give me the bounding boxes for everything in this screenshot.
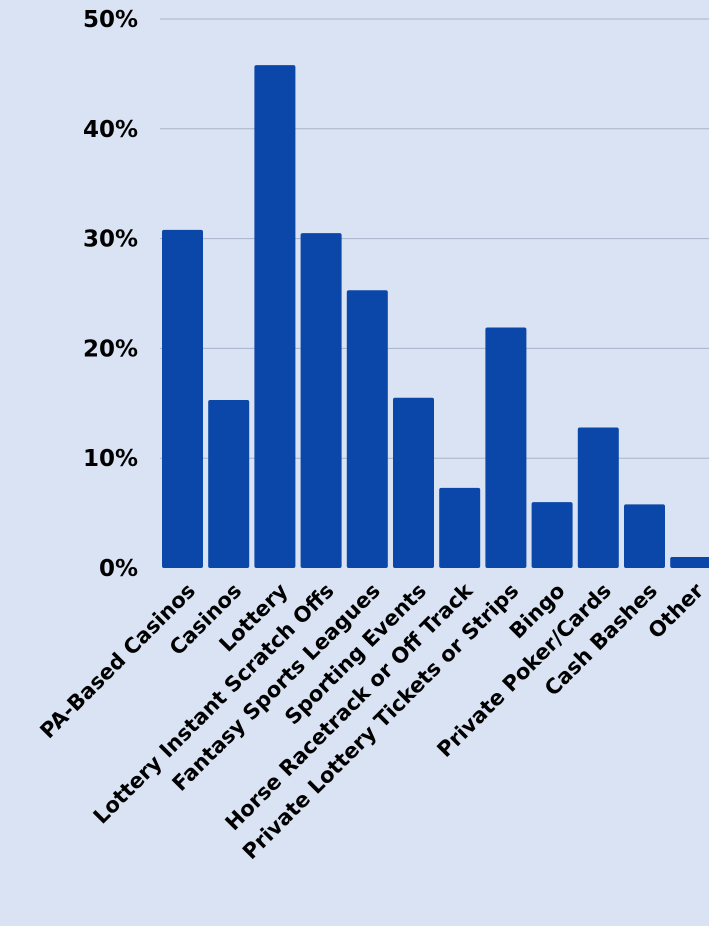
bar-cash-bashes (624, 504, 665, 568)
bar-lottery (254, 65, 296, 568)
y-tick-label: 0% (99, 556, 138, 582)
bar-other (670, 557, 709, 568)
bar-private-lottery-tickets-or-strips (485, 327, 527, 568)
y-axis-tick-labels: 0% 10% 20% 30% 40% 50% (83, 7, 138, 582)
bar-horse-racetrack-or-off-track (439, 487, 481, 568)
bar-private-poker-cards (577, 427, 619, 568)
bars (162, 65, 709, 569)
y-tick-label: 50% (83, 7, 138, 33)
x-category-label: PA-Based Casinos (35, 579, 200, 744)
bar-pa-based-casinos (162, 229, 203, 569)
bar-sporting-events (393, 397, 434, 568)
bar-fantasy-sports-leagues (346, 290, 388, 568)
gridlines (160, 18, 709, 459)
y-tick-label: 40% (83, 117, 138, 143)
bar-bingo (531, 502, 573, 568)
bar-lottery-instant-scratch-offs (300, 233, 342, 569)
bar-casinos (208, 400, 250, 568)
y-tick-label: 20% (83, 336, 138, 362)
y-tick-label: 30% (83, 227, 138, 253)
y-tick-label: 10% (83, 446, 138, 472)
